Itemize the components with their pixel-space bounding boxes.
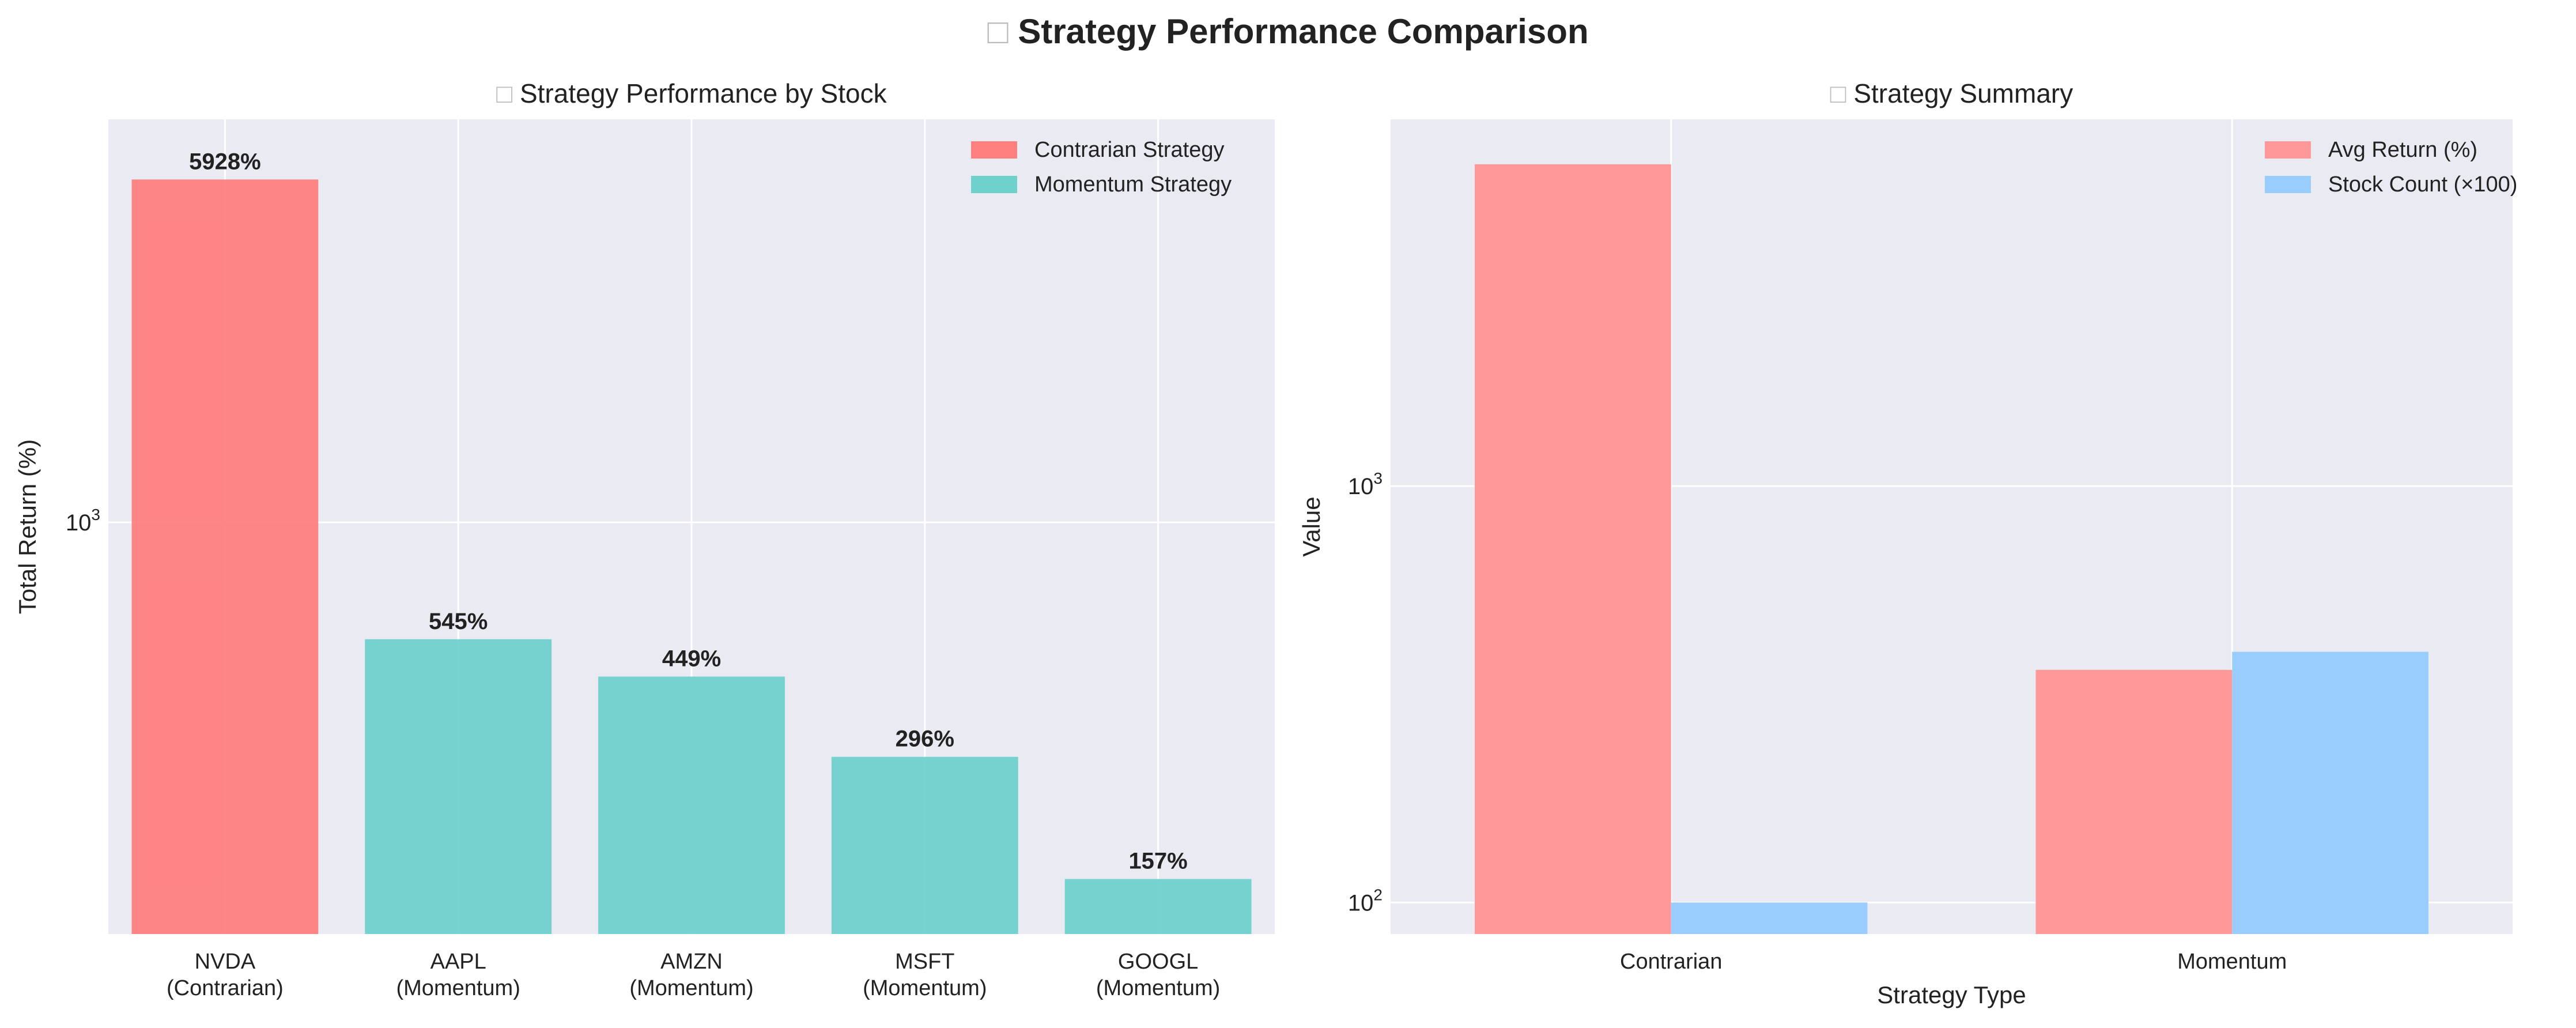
legend-swatch bbox=[971, 141, 1017, 159]
bar-momentum-series-0 bbox=[2035, 669, 2233, 934]
y-tick-label: 103 bbox=[66, 506, 100, 536]
right-chart: □ Strategy Summary 102 103 Contrarian Moment… bbox=[1298, 78, 2517, 1008]
x-tick-label: (Momentum) bbox=[629, 976, 753, 1000]
bar-amzn bbox=[598, 676, 785, 934]
figure-title: □ Strategy Performance Comparison bbox=[987, 12, 1588, 51]
legend-swatch bbox=[2265, 176, 2311, 193]
legend-swatch bbox=[971, 176, 1017, 193]
left-chart: □ Strategy Performance by Stock 103 5928% N… bbox=[14, 78, 1275, 1000]
bar-aapl bbox=[365, 639, 552, 934]
x-tick-label: GOOGL bbox=[1118, 950, 1198, 974]
x-tick-label: MSFT bbox=[895, 950, 954, 974]
data-label: 5928% bbox=[189, 149, 261, 174]
x-tick-label: (Momentum) bbox=[863, 976, 987, 1000]
x-tick-label: Contrarian bbox=[1620, 950, 1722, 974]
y-tick-label: 103 bbox=[1348, 469, 1383, 499]
bar-contrarian-series-0 bbox=[1475, 164, 1671, 935]
chart-title: □ Strategy Performance by Stock bbox=[496, 78, 887, 108]
bar-contrarian-series-1 bbox=[1671, 902, 1868, 934]
data-label: 296% bbox=[896, 726, 954, 752]
data-label: 545% bbox=[429, 609, 488, 634]
bar-googl bbox=[1064, 879, 1252, 934]
legend-label: Avg Return (%) bbox=[2328, 138, 2477, 162]
legend-swatch bbox=[2265, 141, 2311, 159]
x-tick-label: (Momentum) bbox=[396, 976, 520, 1000]
bar-nvda bbox=[131, 179, 319, 934]
y-tick-label: 102 bbox=[1348, 886, 1383, 916]
data-label: 449% bbox=[662, 646, 721, 671]
y-axis-label: Value bbox=[1298, 496, 1325, 556]
x-tick-label: AAPL bbox=[430, 950, 486, 974]
x-tick-label: (Momentum) bbox=[1096, 976, 1220, 1000]
x-tick-label: Momentum bbox=[2177, 950, 2287, 974]
bar-msft bbox=[831, 756, 1018, 934]
x-tick-label: (Contrarian) bbox=[167, 976, 284, 1000]
x-axis-label: Strategy Type bbox=[1877, 981, 2026, 1008]
x-tick-label: AMZN bbox=[660, 950, 723, 974]
legend-label: Momentum Strategy bbox=[1034, 172, 1232, 197]
legend-label: Stock Count (×100) bbox=[2328, 172, 2517, 197]
x-tick-label: NVDA bbox=[195, 950, 256, 974]
bar-momentum-series-1 bbox=[2232, 652, 2428, 934]
data-label: 157% bbox=[1128, 849, 1187, 874]
legend-label: Contrarian Strategy bbox=[1034, 138, 1225, 162]
y-axis-label: Total Return (%) bbox=[14, 439, 41, 614]
chart-title: □ Strategy Summary bbox=[1830, 78, 2073, 108]
